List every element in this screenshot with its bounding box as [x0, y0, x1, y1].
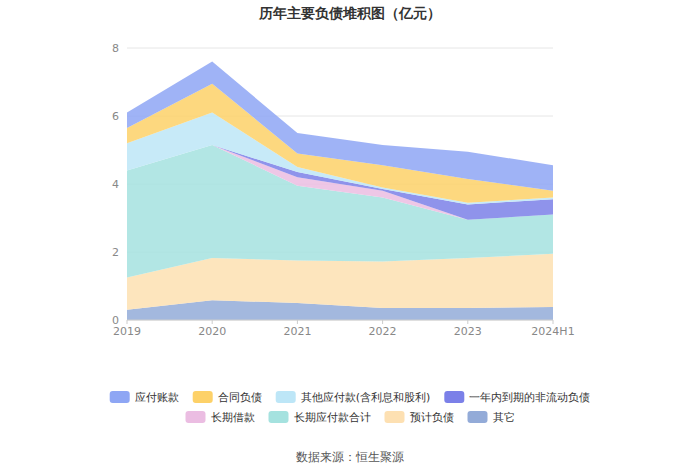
y-tick-label: 8 [112, 42, 119, 55]
legend-swatch [276, 391, 296, 403]
legend-swatch [186, 411, 206, 423]
legend-swatch [444, 391, 464, 403]
x-tick [297, 320, 298, 324]
legend-item: 应付账款 [110, 391, 179, 404]
annotation: 数据来源：恒生聚源 [296, 450, 404, 464]
x-tick [382, 320, 383, 324]
x-tick-label: 2022 [369, 325, 397, 338]
legend-item: 长期借款 [186, 411, 255, 424]
x-tick-label: 2020 [198, 325, 226, 338]
legend-swatch [468, 411, 488, 423]
x-tick-label: 2021 [283, 325, 311, 338]
legend-item: 其它 [468, 411, 515, 424]
area [127, 62, 553, 191]
y-tick-label: 4 [112, 178, 119, 191]
legend-item: 一年内到期的非流动负债 [444, 391, 590, 404]
x-tick-label: 2024H1 [531, 325, 574, 338]
x-tick [127, 320, 128, 324]
legend-swatch [193, 391, 213, 403]
legend-item: 长期应付款合计 [269, 411, 371, 424]
legend-swatch [385, 411, 405, 423]
grid-line [127, 48, 553, 49]
legend-label: 其它 [493, 411, 515, 424]
legend-label: 长期借款 [211, 411, 255, 424]
x-tick [212, 320, 213, 324]
x-tick-label: 2019 [113, 325, 141, 338]
grid-line [127, 320, 553, 321]
legend-label: 一年内到期的非流动负债 [469, 391, 590, 404]
y-tick-label: 2 [112, 246, 119, 259]
x-axis [127, 320, 553, 321]
x-tick [553, 320, 554, 324]
legend-swatch [110, 391, 130, 403]
legend-label: 预计负债 [410, 411, 454, 424]
legend-item: 预计负债 [385, 411, 454, 424]
legend-label: 应付账款 [135, 391, 179, 404]
legend-item: 其他应付款(含利息和股利) [276, 391, 431, 404]
x-tick [467, 320, 468, 324]
legend-label: 其他应付款(含利息和股利) [301, 391, 431, 404]
legend-item: 合同负债 [193, 391, 262, 404]
plot-area [127, 62, 553, 320]
legend-label: 合同负债 [218, 391, 262, 404]
title: 历年主要负债堆积图（亿元） [258, 5, 441, 21]
x-tick-label: 2023 [454, 325, 482, 338]
legend-label: 长期应付款合计 [294, 411, 371, 424]
legend-swatch [269, 411, 289, 423]
y-tick-label: 6 [112, 110, 119, 123]
